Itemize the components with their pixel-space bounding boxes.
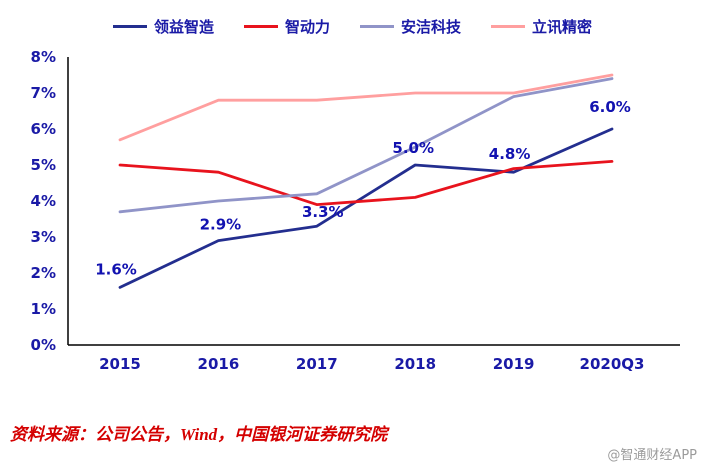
x-tick-label: 2017 — [296, 355, 338, 373]
legend-item-0: 领益智造 — [112, 16, 214, 37]
y-tick-label: 0% — [31, 336, 56, 354]
x-tick-label: 2019 — [493, 355, 535, 373]
series-line-1 — [118, 160, 614, 207]
series-line-3 — [118, 73, 614, 142]
y-tick-label: 2% — [31, 264, 56, 282]
legend-line-swatch — [360, 25, 394, 28]
data-label: 1.6% — [95, 260, 137, 278]
watermark: @智通财经APP — [607, 448, 697, 463]
legend-label: 安洁科技 — [401, 18, 462, 36]
legend-item-3: 立讯精密 — [491, 16, 592, 37]
data-label: 3.3% — [302, 203, 344, 221]
y-tick-label: 5% — [31, 156, 56, 174]
legend-label: 立讯精密 — [532, 18, 593, 36]
data-label: 4.8% — [489, 145, 531, 163]
series-line-0 — [118, 127, 614, 289]
x-tick-label: 2015 — [99, 355, 141, 373]
y-tick-label: 7% — [31, 84, 56, 102]
chart-legend: 领益智造 智动力 安洁科技 立讯精密 — [0, 16, 705, 37]
y-tick-label: 6% — [31, 120, 56, 138]
legend-item-2: 安洁科技 — [360, 16, 461, 37]
x-tick-label: 2016 — [198, 355, 240, 373]
legend-line-swatch — [112, 25, 147, 28]
legend-label: 领益智造 — [153, 18, 214, 36]
series-line-2 — [118, 77, 614, 214]
y-tick-label: 1% — [31, 300, 56, 318]
legend-item-1: 智动力 — [243, 16, 330, 37]
x-tick-label: 2020Q3 — [580, 355, 645, 373]
data-label: 5.0% — [392, 139, 434, 157]
legend-line-swatch — [491, 25, 526, 28]
data-label: 2.9% — [200, 216, 242, 234]
legend-label: 智动力 — [284, 18, 330, 36]
line-chart: 0% 1% 2% 3% 4% 5% 6% 7% 8% 2015 2016 2017 2018 2019 20… — [31, 48, 680, 373]
y-tick-label: 4% — [31, 192, 56, 210]
source-note: 资料来源：公司公告，Wind，中国银河证券研究院 — [10, 425, 388, 444]
x-tick-label: 2018 — [394, 355, 436, 373]
legend-line-swatch — [243, 25, 278, 28]
y-tick-label: 8% — [31, 48, 56, 66]
data-label: 6.0% — [589, 98, 631, 116]
y-tick-label: 3% — [31, 228, 56, 246]
